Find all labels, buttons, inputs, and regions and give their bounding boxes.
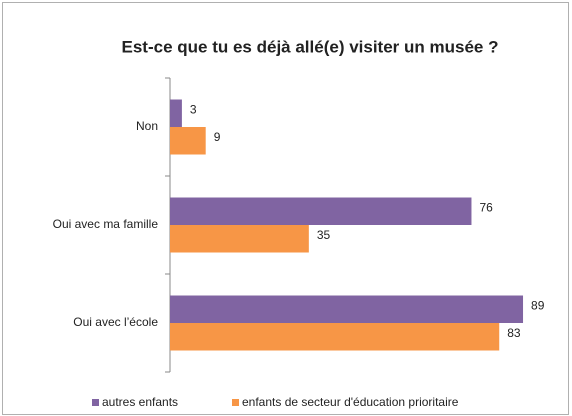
legend-label: enfants de secteur d'éducation prioritai…	[242, 395, 459, 409]
bar	[170, 295, 524, 323]
value-label: 35	[317, 228, 331, 242]
value-label: 89	[531, 298, 545, 312]
value-label: 76	[479, 200, 493, 214]
bar	[170, 197, 472, 225]
category-label: Oui avec ma famille	[53, 217, 159, 231]
legend-swatch	[232, 399, 239, 406]
bar	[170, 225, 309, 253]
value-label: 9	[214, 130, 221, 144]
category-label: Non	[136, 119, 158, 133]
chart-title: Est-ce que tu es déjà allé(e) visiter un…	[122, 37, 499, 56]
legend-swatch	[92, 399, 99, 406]
bar	[170, 99, 182, 127]
bar	[170, 127, 206, 155]
value-label: 3	[190, 102, 197, 116]
value-label: 83	[507, 326, 521, 340]
bar	[170, 323, 500, 351]
legend-label: autres enfants	[102, 395, 178, 409]
category-label: Oui avec l’école	[73, 315, 158, 329]
